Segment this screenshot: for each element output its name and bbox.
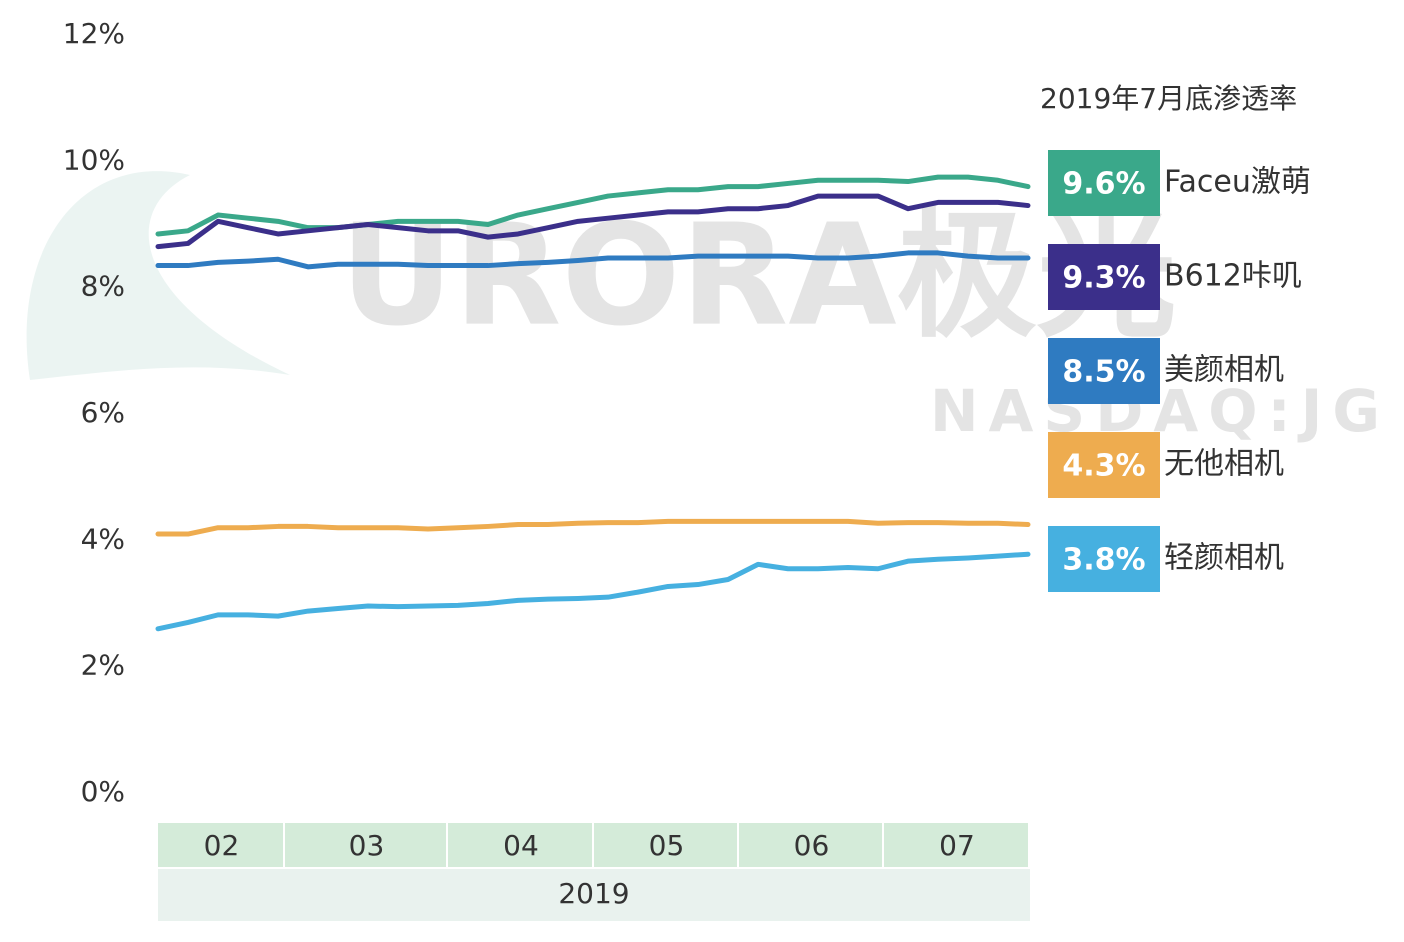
line bbox=[155, 551, 1031, 632]
x-category-box bbox=[594, 823, 737, 867]
x-category-box bbox=[884, 823, 1028, 867]
y-tick-label: 10% bbox=[63, 143, 125, 176]
x-tick-label: 07 bbox=[939, 829, 975, 862]
legend-label: 无他相机 bbox=[1164, 447, 1284, 482]
x-tick-label: 06 bbox=[794, 829, 830, 862]
y-tick-label: 4% bbox=[81, 522, 125, 555]
line bbox=[155, 518, 1031, 537]
y-tick-label: 0% bbox=[81, 775, 125, 808]
legend-swatch bbox=[1048, 526, 1160, 592]
y-tick-label: 6% bbox=[81, 396, 125, 429]
y-tick-label: 8% bbox=[81, 270, 125, 303]
legend-value-label: 3.8% bbox=[1062, 543, 1145, 578]
legend-swatch bbox=[1048, 338, 1160, 404]
legend-label: Faceu激萌 bbox=[1164, 165, 1311, 200]
legend-swatch bbox=[1048, 244, 1160, 310]
x-group-box bbox=[158, 869, 1030, 921]
legend-title: 2019年7月底渗透率 bbox=[1040, 82, 1297, 115]
line bbox=[155, 250, 1031, 270]
legend-label: 轻颜相机 bbox=[1164, 541, 1284, 576]
watermark-logo bbox=[26, 171, 290, 380]
legend-label: 美颜相机 bbox=[1164, 353, 1284, 388]
x-category-box bbox=[158, 823, 283, 867]
x-category-box bbox=[739, 823, 882, 867]
legend-value-label: 8.5% bbox=[1062, 355, 1145, 390]
legend-swatch bbox=[1048, 432, 1160, 498]
line bbox=[155, 193, 1031, 250]
x-group-label: 2019 bbox=[558, 877, 629, 910]
x-category-box bbox=[448, 823, 592, 867]
x-tick-label: 03 bbox=[349, 829, 385, 862]
legend-label: B612咔叽 bbox=[1164, 259, 1302, 294]
x-tick-label: 02 bbox=[204, 829, 240, 862]
line bbox=[155, 174, 1031, 237]
legend-value-label: 4.3% bbox=[1062, 449, 1145, 484]
x-category-box bbox=[285, 823, 446, 867]
legend-value-label: 9.6% bbox=[1062, 167, 1145, 202]
y-tick-label: 2% bbox=[81, 649, 125, 682]
y-tick-label: 12% bbox=[63, 17, 125, 50]
legend-swatch bbox=[1048, 150, 1160, 216]
x-tick-label: 04 bbox=[503, 829, 539, 862]
legend-value-label: 9.3% bbox=[1062, 261, 1145, 296]
x-tick-label: 05 bbox=[649, 829, 685, 862]
